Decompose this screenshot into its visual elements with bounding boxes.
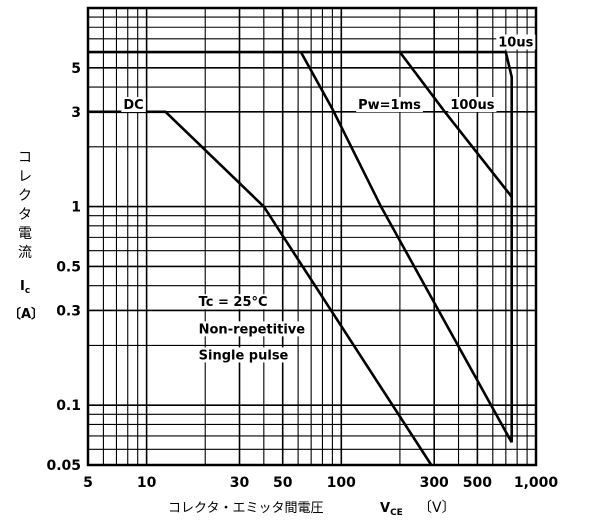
- soa-curve-dc: [88, 110, 433, 466]
- annotation-label: Single pulse: [199, 348, 289, 363]
- y-tick-label: 1: [71, 200, 81, 216]
- y-tick-label: 0.3: [56, 303, 81, 319]
- plot-frame: [86, 6, 538, 467]
- y-tick-label: 0.1: [56, 398, 81, 414]
- x-tick-label: 100: [327, 475, 356, 491]
- y-axis-symbol: Ic: [20, 279, 30, 296]
- annotation-bg: [196, 347, 291, 363]
- x-tick-label: 500: [463, 475, 492, 491]
- x-axis-symbol-main: V: [380, 501, 390, 516]
- annotation-label: Tc = 25°C: [199, 295, 268, 310]
- annotation-bg: [496, 34, 536, 50]
- curves: [88, 50, 514, 466]
- annotation-bg: [196, 321, 308, 337]
- y-axis-label-char: 電: [18, 226, 32, 242]
- annotation-bg: [196, 294, 270, 310]
- x-tick-label: 30: [230, 475, 250, 491]
- tick-labels: 5 10 30 50 100 300 500 1,000 5 3 1 0.5 0.3 0.1 0.05: [46, 61, 558, 491]
- x-tick-label: 300: [420, 475, 449, 491]
- annotations: DC Pw=1ms 100us 10us Tc = 25°C Non-repetitive…: [121, 34, 536, 363]
- annotation-bg: [448, 97, 497, 113]
- y-axis-label-char: ク: [18, 188, 32, 204]
- y-axis-label-char: 流: [18, 245, 32, 261]
- soa-curve-100us: [398, 51, 513, 198]
- annotation-label: DC: [123, 98, 143, 113]
- y-axis-label-char: レ: [18, 169, 32, 185]
- x-axis-symbol: VCE: [380, 501, 403, 518]
- annotation-label: 100us: [450, 98, 494, 113]
- x-tick-label: 50: [273, 475, 293, 491]
- y-axis-label-char: タ: [18, 207, 32, 223]
- y-tick-label: 5: [71, 61, 81, 77]
- x-tick-label: 5: [83, 475, 93, 491]
- x-axis-label: コレクタ・エミッタ間電圧 VCE 〔V〕: [168, 500, 456, 518]
- annotation-bg: [121, 97, 146, 113]
- x-axis-symbol-sub: CE: [390, 508, 403, 518]
- annotation-bg: [356, 97, 423, 113]
- x-axis-label-jp: コレクタ・エミッタ間電圧: [168, 501, 323, 516]
- y-tick-label: 0.05: [46, 458, 81, 474]
- x-axis-unit: 〔V〕: [418, 500, 456, 516]
- x-tick-label: 1,000: [514, 475, 559, 491]
- soa-curve-10us: [88, 50, 514, 443]
- soa-curve-pw-1ms: [299, 51, 513, 444]
- y-axis-symbol-sub: c: [25, 286, 30, 296]
- annotation-label: 10us: [498, 35, 533, 50]
- grid: [88, 8, 536, 465]
- y-axis-label-char: コ: [18, 150, 32, 166]
- annotation-label: Non-repetitive: [199, 322, 306, 337]
- y-tick-label: 0.5: [56, 259, 81, 275]
- y-axis-unit: 〔A〕: [8, 306, 44, 322]
- y-axis-symbol-main: I: [20, 279, 25, 294]
- y-tick-label: 3: [71, 105, 81, 121]
- x-tick-label: 10: [137, 475, 157, 491]
- annotation-label: Pw=1ms: [358, 98, 421, 113]
